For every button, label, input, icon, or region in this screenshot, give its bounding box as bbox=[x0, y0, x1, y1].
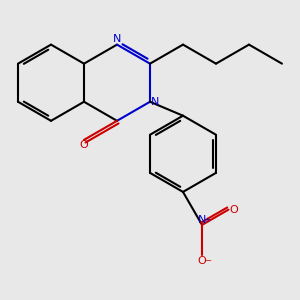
Text: N: N bbox=[198, 214, 206, 225]
Text: N: N bbox=[113, 34, 121, 44]
Text: O: O bbox=[229, 205, 238, 215]
Text: O: O bbox=[198, 256, 206, 266]
Text: +: + bbox=[205, 217, 210, 223]
Text: N: N bbox=[151, 97, 159, 107]
Text: O: O bbox=[80, 140, 88, 150]
Text: −: − bbox=[205, 256, 212, 265]
